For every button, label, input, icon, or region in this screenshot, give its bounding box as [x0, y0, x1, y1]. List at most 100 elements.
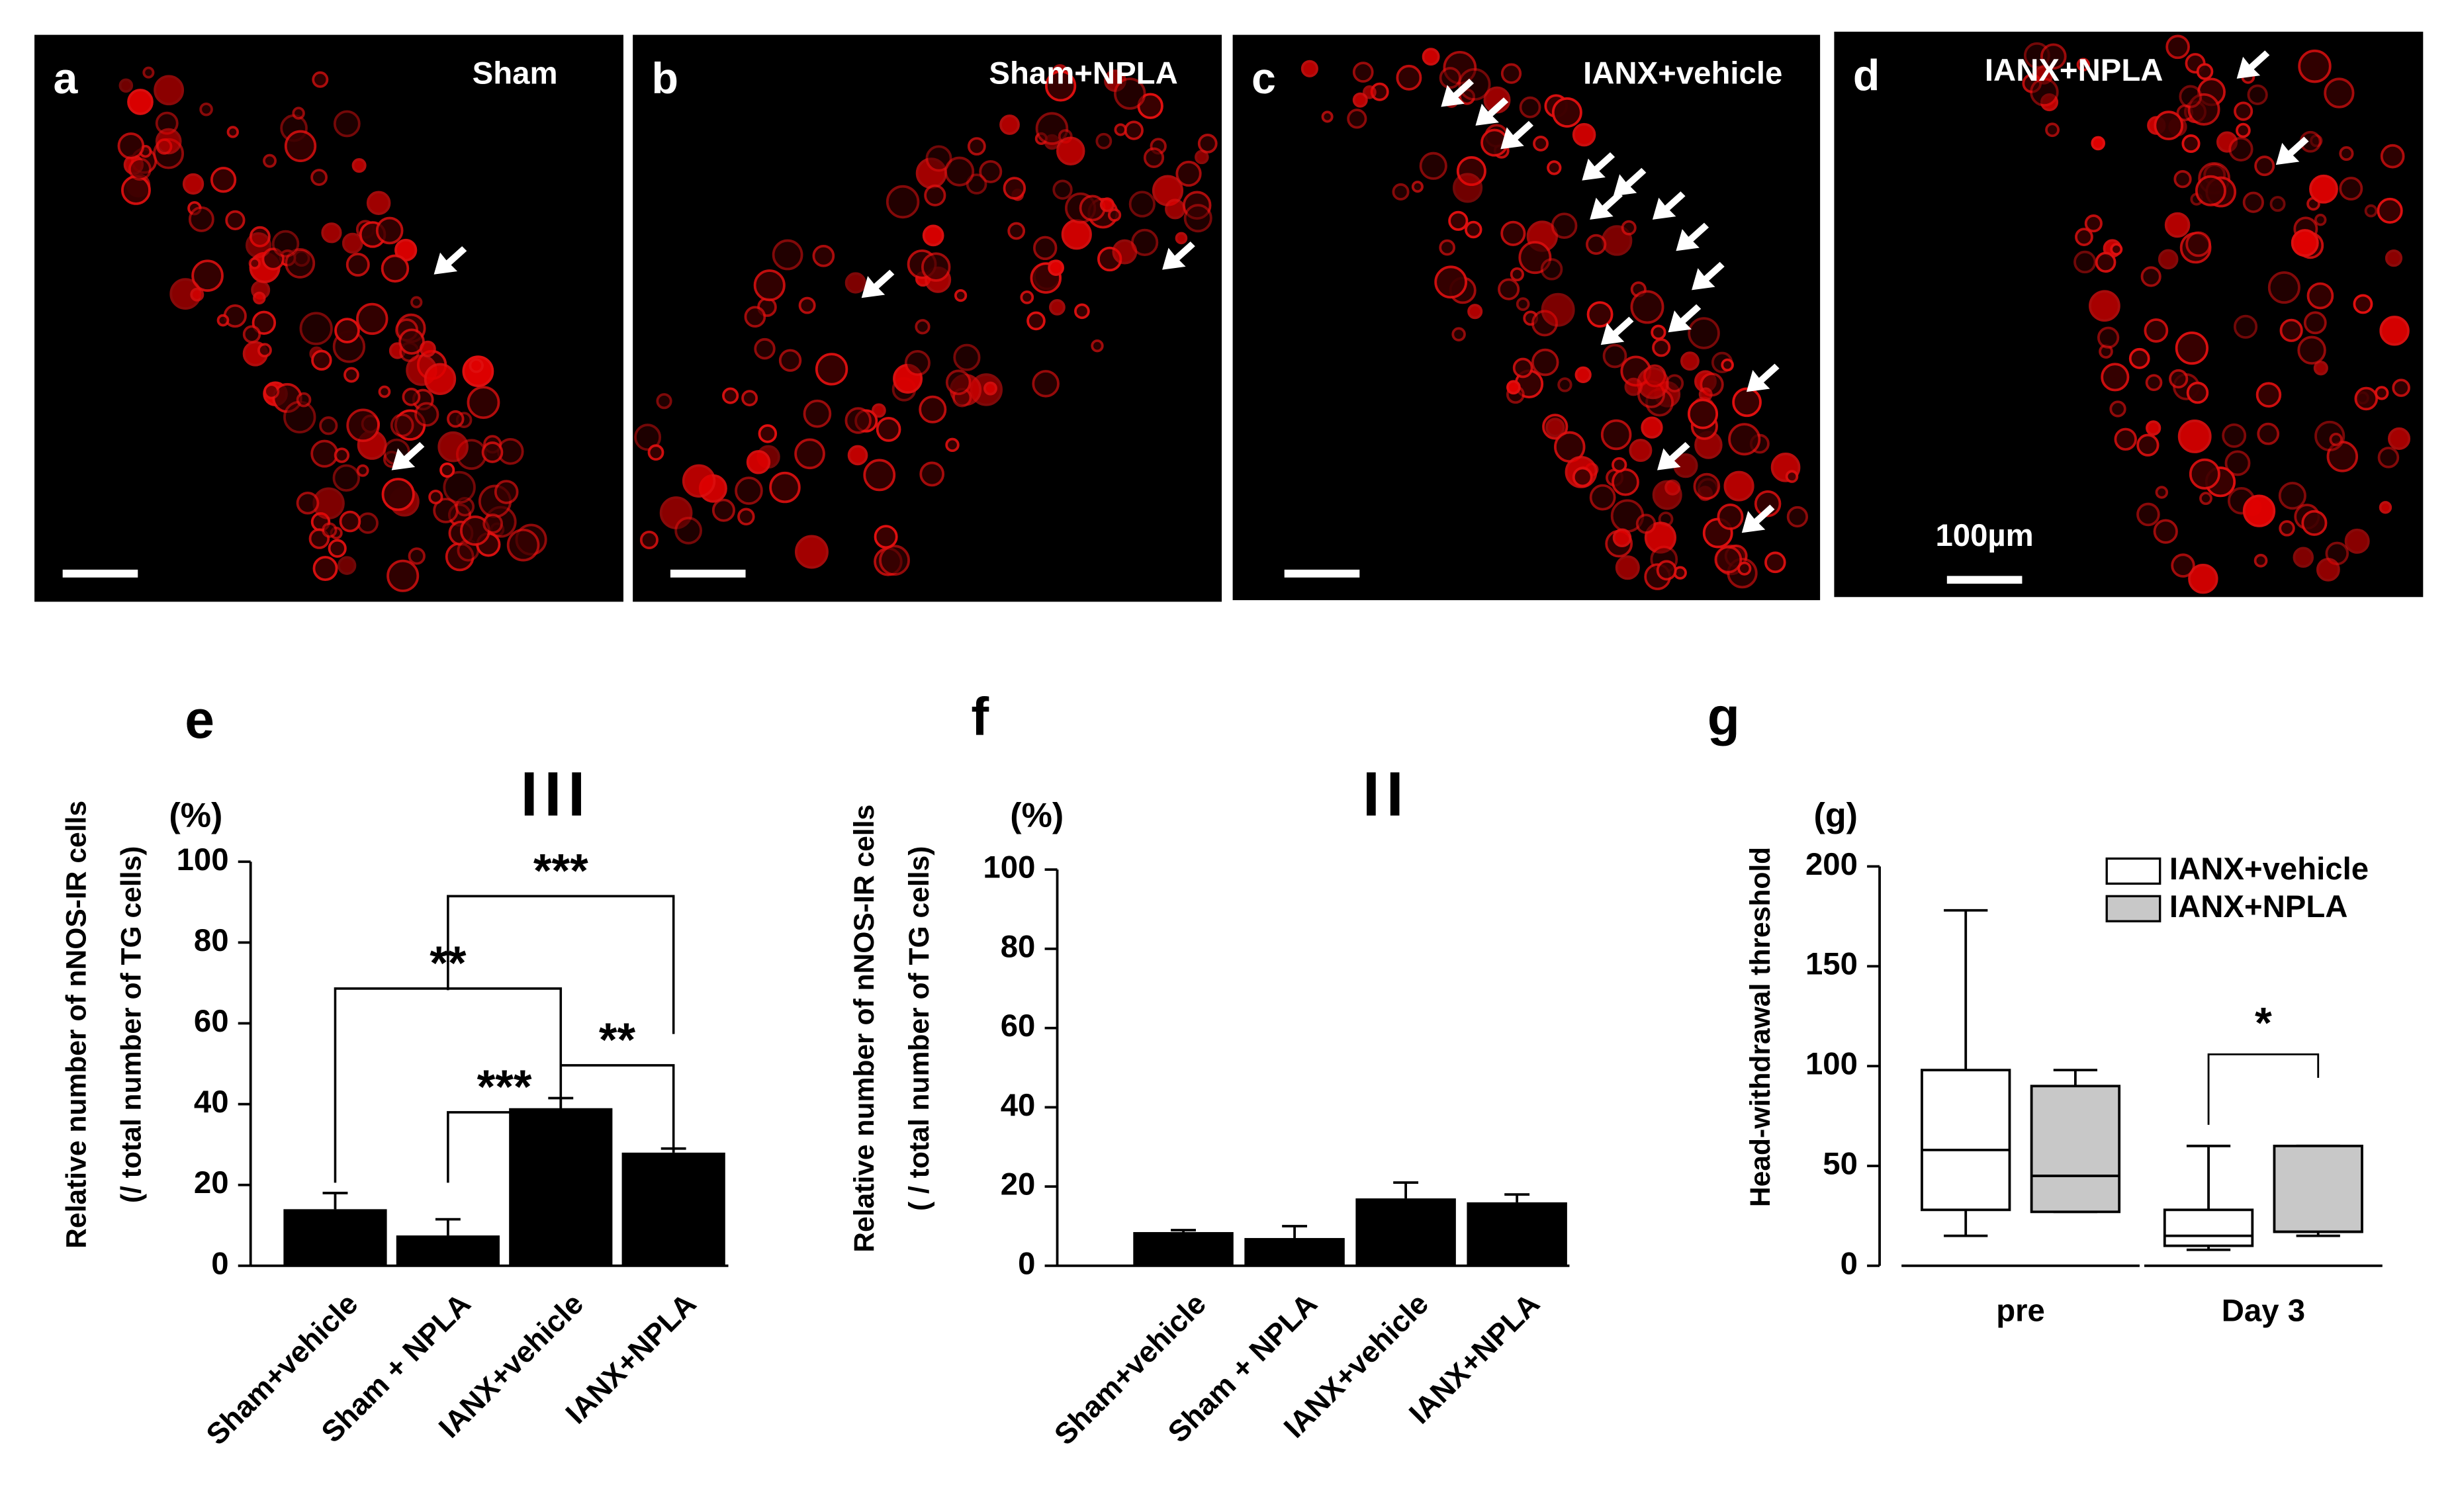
cell: [245, 232, 272, 259]
cell: [2309, 174, 2338, 204]
cell: [1347, 109, 1367, 129]
cell: [879, 545, 910, 576]
cell: [1572, 467, 1593, 488]
cell: [769, 471, 801, 504]
cell: [1541, 292, 1575, 327]
cell: [2339, 177, 2363, 201]
cell: [1551, 212, 1578, 240]
bar: [283, 1209, 387, 1266]
y-tick-label: 80: [1001, 929, 1036, 964]
cell: [1714, 545, 1743, 574]
bar: [1355, 1198, 1456, 1266]
cell: [1049, 299, 1066, 316]
cell: [1091, 339, 1104, 353]
cell: [1602, 343, 1627, 369]
cell: [1786, 506, 1809, 528]
cell: [2375, 386, 2389, 400]
cell: [2379, 316, 2410, 346]
cell: [1498, 278, 1520, 300]
significance-bracket: [447, 895, 675, 1034]
box: [1921, 1069, 2011, 1212]
arrow: [1676, 222, 1709, 251]
cell: [2030, 77, 2059, 107]
cell: [1458, 67, 1491, 101]
y-unit: (%): [1010, 797, 1064, 835]
cell: [2181, 134, 2201, 154]
cell: [506, 528, 540, 562]
cell: [1045, 70, 1077, 102]
box: [2030, 1085, 2121, 1214]
micrograph-panel: c IANX+vehicle: [1232, 34, 1821, 601]
cell: [2242, 191, 2264, 213]
cell: [2154, 111, 2184, 140]
arrow: [1600, 316, 1634, 345]
micrograph: [1834, 31, 2424, 598]
cell: [1728, 423, 1761, 456]
cell: [1531, 348, 1559, 377]
cell: [1545, 418, 1565, 437]
cell: [443, 470, 476, 504]
cell: [2255, 382, 2282, 408]
cell: [2091, 136, 2106, 151]
cell: [1300, 60, 1318, 77]
cell: [1439, 239, 1456, 256]
cell: [2236, 122, 2251, 138]
y-tick-label: 50: [1823, 1146, 1858, 1181]
cell: [310, 439, 339, 468]
cell: [1434, 265, 1468, 299]
cell: [1099, 197, 1115, 212]
cell: [1113, 77, 1146, 110]
cell: [2171, 553, 2195, 578]
cell: [754, 337, 776, 360]
cell: [1321, 111, 1334, 123]
cell: [337, 556, 357, 575]
cell: [2045, 122, 2060, 138]
cell: [1665, 374, 1684, 393]
cell: [2377, 197, 2403, 224]
cell: [1612, 468, 1639, 496]
legend-label: IANX+NPLA: [2169, 889, 2348, 924]
x-tick-label: pre: [1996, 1293, 2045, 1328]
significance-bracket: [447, 1104, 563, 1183]
annotation: II: [1363, 760, 1410, 830]
cell: [1452, 173, 1483, 203]
y-tick-label: 150: [1805, 947, 1858, 982]
cell: [886, 185, 920, 219]
cell: [682, 464, 716, 498]
cell: [735, 476, 763, 505]
cell: [414, 402, 439, 427]
significance-label: *: [2255, 999, 2272, 1047]
cell: [1574, 366, 1592, 383]
cell: [1630, 290, 1664, 324]
cell: [334, 447, 350, 463]
cell: [2254, 156, 2275, 177]
significance-bracket: [559, 1064, 675, 1149]
cell: [1107, 208, 1122, 222]
cell: [128, 157, 152, 181]
cell: [210, 167, 237, 193]
cell: [190, 287, 205, 302]
cell: [2195, 175, 2226, 206]
cell: [921, 252, 951, 282]
cell: [847, 445, 868, 466]
cell: [1629, 439, 1653, 463]
cell: [2110, 243, 2123, 256]
cell: [737, 508, 755, 526]
cell: [1465, 220, 1482, 239]
cell: [408, 547, 426, 565]
cell: [263, 383, 280, 400]
cell: [1056, 136, 1085, 165]
arrow: [2236, 50, 2270, 79]
y-axis-label: Head-withdrawal threshold: [1745, 847, 1776, 1207]
cell: [467, 386, 500, 420]
cell: [2169, 369, 2189, 389]
cell: [1007, 222, 1026, 240]
cell: [772, 239, 803, 271]
bar: [1467, 1202, 1567, 1266]
cell: [341, 232, 363, 254]
cell: [322, 522, 338, 538]
cell: [999, 114, 1020, 135]
cell: [155, 128, 182, 155]
cell: [117, 132, 145, 159]
bar: [509, 1108, 613, 1266]
